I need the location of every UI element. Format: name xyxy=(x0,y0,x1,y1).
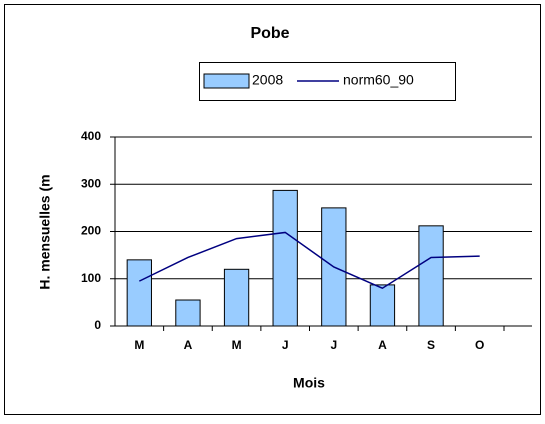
bar xyxy=(223,268,250,327)
y-tick-label: 0 xyxy=(94,318,101,332)
x-tick-label: A xyxy=(184,338,193,352)
x-axis-label: Mois xyxy=(293,375,325,391)
legend-label: 2008 xyxy=(252,72,283,88)
bar xyxy=(418,225,444,327)
line xyxy=(138,231,480,290)
x-tick-label: M xyxy=(232,338,242,352)
y-tick-label: 300 xyxy=(81,176,101,190)
bar xyxy=(272,189,298,327)
bar xyxy=(175,299,201,327)
chart-title: Pobe xyxy=(250,25,289,42)
x-tick-label: S xyxy=(427,338,435,352)
legend-label: norm60_90 xyxy=(343,72,414,88)
x-tick-label: A xyxy=(378,338,387,352)
legend-swatch xyxy=(203,73,250,89)
x-tick-label: O xyxy=(475,338,484,352)
x-tick-label: M xyxy=(134,338,144,352)
x-tick-label: J xyxy=(282,338,289,352)
y-axis-label: H. mensuelles (m xyxy=(37,174,53,289)
y-tick-label: 200 xyxy=(81,224,101,238)
y-tick-label: 100 xyxy=(81,271,101,285)
bar xyxy=(369,284,396,327)
x-tick-label: J xyxy=(330,338,337,352)
y-tick-label: 400 xyxy=(81,129,101,143)
bar xyxy=(126,259,152,327)
